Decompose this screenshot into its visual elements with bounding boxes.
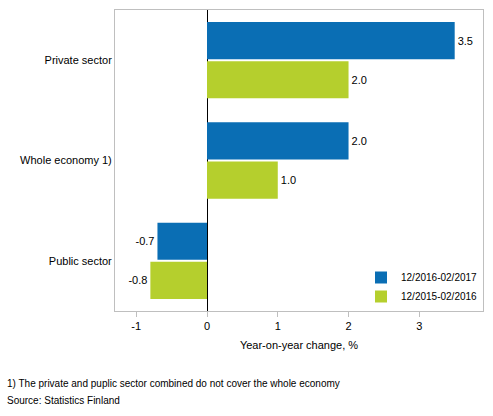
svg-text:Year-on-year change, %: Year-on-year change, % (240, 339, 358, 351)
svg-text:1.0: 1.0 (281, 174, 296, 186)
svg-text:Source: Statistics Finland: Source: Statistics Finland (7, 395, 120, 406)
svg-text:0: 0 (204, 320, 210, 332)
svg-text:1: 1 (275, 320, 281, 332)
svg-text:-0.7: -0.7 (135, 235, 154, 247)
svg-text:12/2016-02/2017: 12/2016-02/2017 (401, 272, 477, 283)
svg-text:3: 3 (416, 320, 422, 332)
svg-text:Whole economy 1): Whole economy 1) (20, 154, 112, 166)
svg-text:Private sector: Private sector (45, 54, 113, 66)
svg-text:12/2015-02/2016: 12/2015-02/2016 (401, 291, 477, 302)
svg-text:1) The private and puplic sect: 1) The private and puplic sector combine… (7, 378, 340, 389)
svg-text:2.0: 2.0 (352, 135, 367, 147)
svg-text:Public sector: Public sector (49, 255, 112, 267)
svg-text:2.0: 2.0 (352, 74, 367, 86)
svg-text:-1: -1 (131, 320, 141, 332)
svg-text:3.5: 3.5 (458, 35, 473, 47)
svg-text:2: 2 (345, 320, 351, 332)
svg-text:-0.8: -0.8 (128, 274, 147, 286)
